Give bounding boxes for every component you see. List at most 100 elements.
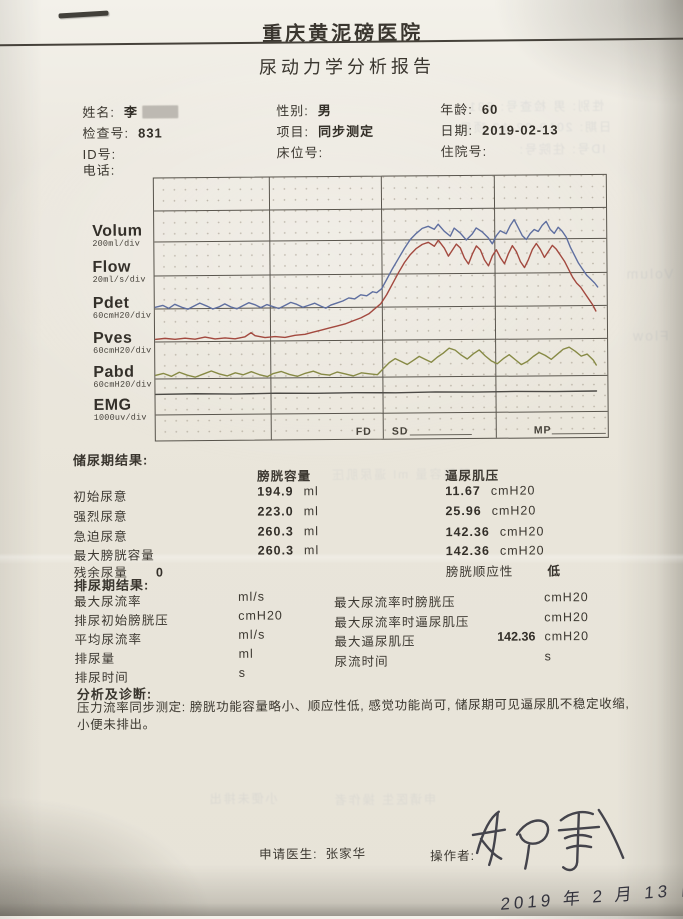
exam-no-value: 831 [138, 125, 163, 141]
unit: ml [303, 524, 320, 539]
channel-name: Pves [92, 329, 133, 347]
compliance-row: 膀胱顺应性 低 [446, 560, 561, 580]
bleedthrough-text: Volum [624, 265, 674, 282]
row-label: 排尿量 [74, 651, 116, 667]
trace-lines [154, 218, 599, 396]
channel-scale: 200ml/div [92, 238, 141, 249]
channel-label-pabd: Pabd 60cmH20/div [93, 363, 153, 390]
event-mark-mp: MP [533, 424, 552, 437]
unit: cmH20 [238, 608, 283, 623]
unit: cmH20 [544, 610, 589, 625]
channel-scale: 20ml/s/div [92, 274, 146, 285]
pves-trace [154, 239, 597, 341]
date-label: 日期: [440, 122, 474, 139]
channel-name: Volum [92, 222, 143, 240]
unit: cmH20 [499, 524, 545, 539]
capacity-value: 194.9 ml [257, 484, 319, 498]
unit: cmH20 [490, 483, 536, 498]
patient-inpatient: 住院号: [441, 141, 488, 160]
value: 223.0 [257, 504, 294, 519]
event-mark-fd: FD [355, 425, 372, 438]
bleedthrough-text: 申请医生 操作者 [332, 792, 437, 808]
analysis-text: 压力流率同步测定: 膀胱功能容量略小、顺应性低, 感觉功能尚可, 储尿期可见逼尿… [76, 696, 630, 733]
unit: cmH20 [544, 590, 589, 605]
bed-label: 床位号: [276, 145, 324, 161]
event-mark-sd: SD [391, 425, 409, 438]
patient-phone: 电话: [83, 160, 116, 179]
value: 11.67 [445, 483, 481, 499]
row-label: 急迫尿意 [73, 529, 128, 545]
patient-item: 项目: 同步测定 [276, 121, 374, 141]
name-redaction [141, 105, 178, 119]
row-label: 强烈尿意 [73, 509, 128, 525]
channel-label-volum: Volum 200ml/div [92, 222, 152, 249]
value: 142.36 [445, 543, 491, 559]
pabd-trace [154, 346, 597, 378]
channel-scale: 60cmH20/div [92, 310, 152, 321]
value: 260.3 [257, 524, 294, 539]
value: 25.96 [445, 503, 482, 519]
operator-signature [471, 808, 625, 872]
bleedthrough-text: 小便未排出 [207, 791, 278, 807]
pressure-column-header: 逼尿肌压 [445, 468, 500, 484]
request-doctor-name: 张家华 [325, 846, 367, 862]
channel-name: Pdet [92, 294, 130, 312]
patient-gender: 性别: 男 [276, 100, 332, 119]
channel-label-pdet: Pdet 60cmH20/div [92, 294, 153, 321]
unit: s [544, 649, 552, 664]
capacity-value: 260.3 ml [258, 543, 320, 557]
capacity-value: 260.3 ml [258, 524, 320, 538]
capacity-value: 223.0 ml [257, 504, 319, 518]
unit: ml [303, 543, 320, 558]
channel-scale: 60cmH20/div [93, 379, 152, 390]
item-label: 项目: [276, 124, 310, 140]
value: 142.36 [445, 524, 490, 540]
item-value: 同步测定 [318, 123, 375, 140]
channel-name: Pabd [93, 363, 135, 381]
name-label: 姓名: [82, 104, 115, 121]
row-label: 尿流时间 [334, 654, 389, 670]
row-label: 最大尿流率时逼尿肌压 [334, 615, 470, 631]
report-title: 尿动力学分析报告 [258, 56, 436, 78]
patient-date: 日期: 2019-02-13 [440, 119, 558, 139]
bleedthrough-text: ID号: 住院号: [517, 141, 606, 157]
channel-label-emg: EMG 1000uv/div [93, 397, 154, 423]
row-label: 初始尿意 [73, 489, 128, 505]
bleedthrough-text: Flow [630, 327, 669, 344]
residual-value: 0 [155, 565, 164, 580]
staple-mark [58, 10, 109, 19]
pressure-value: 25.96 cmH20 [445, 503, 536, 518]
channel-scale: 60cmH20/div [93, 345, 152, 356]
date-value: 2019-02-13 [481, 122, 559, 138]
unit: cmH20 [544, 629, 590, 644]
gender-value: 男 [317, 103, 332, 119]
request-doctor: 申请医生: 张家华 [259, 843, 366, 863]
emg-trace [154, 390, 598, 396]
unit: cmH20 [491, 503, 537, 518]
request-doctor-label: 申请医生: [259, 847, 318, 862]
storage-section-title: 储尿期结果: [72, 452, 149, 469]
value [453, 590, 535, 591]
name-value: 李 [123, 104, 138, 120]
row-label: 最大逼尿肌压 [334, 634, 416, 650]
age-value: 60 [481, 101, 499, 117]
compliance-label: 膀胱顺应性 [445, 564, 514, 580]
inpatient-label: 住院号: [440, 143, 488, 160]
row-label: 平均尿流率 [74, 632, 142, 648]
unit: s [238, 665, 246, 680]
urodynamic-trace-chart: FD SD MP [152, 173, 609, 442]
channel-scale: 1000uv/div [93, 412, 147, 423]
pdet-trace [154, 218, 599, 310]
channel-label-pves: Pves 60cmH20/div [92, 329, 153, 356]
patient-bed: 床位号: [277, 142, 324, 161]
unit: ml/s [238, 627, 266, 642]
exam-no-label: 检查号: [82, 125, 130, 142]
patient-name: 姓名: 李 [82, 101, 178, 121]
gender-label: 性别: [276, 103, 309, 119]
compliance-value: 低 [547, 564, 561, 579]
phone-label: 电话: [82, 162, 116, 179]
value: 142.36 [497, 629, 536, 644]
pressure-value: 11.67 cmH20 [445, 483, 535, 498]
